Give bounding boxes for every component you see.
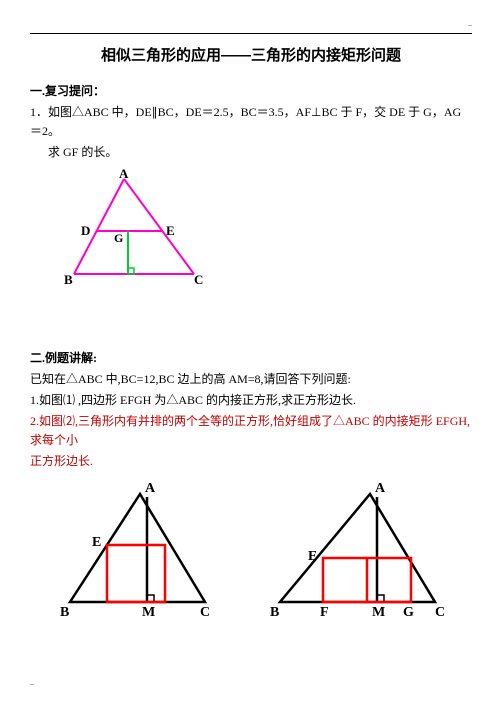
section1-line1: 1．如图△ABC 中，DE∥BC，DE＝2.5，BC＝3.5，AF⊥BC 于 F… — [30, 103, 472, 141]
section2-head: 二.例题讲解: — [30, 349, 472, 368]
q2-part-b: EFGH — [436, 414, 467, 428]
l-M: M — [142, 605, 155, 620]
top-dots: .. — [30, 18, 472, 31]
figure2-row: A B C M E A B C F M G E — [50, 482, 472, 627]
section2-q1: 1.如图⑴ ,四边形 EFGH 为△ABC 的内接正方形,求正方形边长. — [30, 391, 472, 410]
r-B: B — [270, 605, 279, 620]
q2-part-a: 2.如图⑵,三角形内有并排的两个全等的正方形,恰好组成了△ABC 的内接矩形 — [30, 414, 436, 428]
label-D: D — [81, 223, 90, 238]
l-E: E — [92, 535, 101, 550]
page-title: 相似三角形的应用——三角形的内接矩形问题 — [30, 44, 472, 68]
section2-q2d: 正方形边长. — [30, 452, 472, 471]
r-E: E — [308, 549, 317, 564]
label-C: C — [194, 272, 203, 287]
figure2-right: A B C F M G E — [260, 482, 455, 627]
l-C: C — [200, 605, 210, 620]
label-B: B — [64, 272, 73, 287]
r-M: M — [372, 605, 385, 620]
bottom-dots: .. — [30, 677, 34, 690]
label-E: E — [166, 223, 175, 238]
section2-q2: 2.如图⑵,三角形内有并排的两个全等的正方形,恰好组成了△ABC 的内接矩形 E… — [30, 412, 472, 450]
label-G: G — [114, 231, 123, 245]
r-G: G — [403, 605, 414, 620]
l-B: B — [60, 605, 69, 620]
figure1: A B C D E G — [54, 169, 472, 289]
section1-head: 一.复习提问： — [30, 82, 472, 101]
r-A: A — [375, 482, 386, 496]
top-rule — [30, 33, 472, 34]
label-A: A — [119, 169, 129, 181]
figure2-left: A B C M E — [50, 482, 220, 627]
section2-given: 已知在△ABC 中,BC=12,BC 边上的高 AM=8,请回答下列问题: — [30, 370, 472, 389]
r-F: F — [320, 605, 329, 620]
section1-line2: 求 GF 的长。 — [30, 143, 472, 162]
r-C: C — [435, 605, 445, 620]
l-A: A — [145, 482, 156, 496]
